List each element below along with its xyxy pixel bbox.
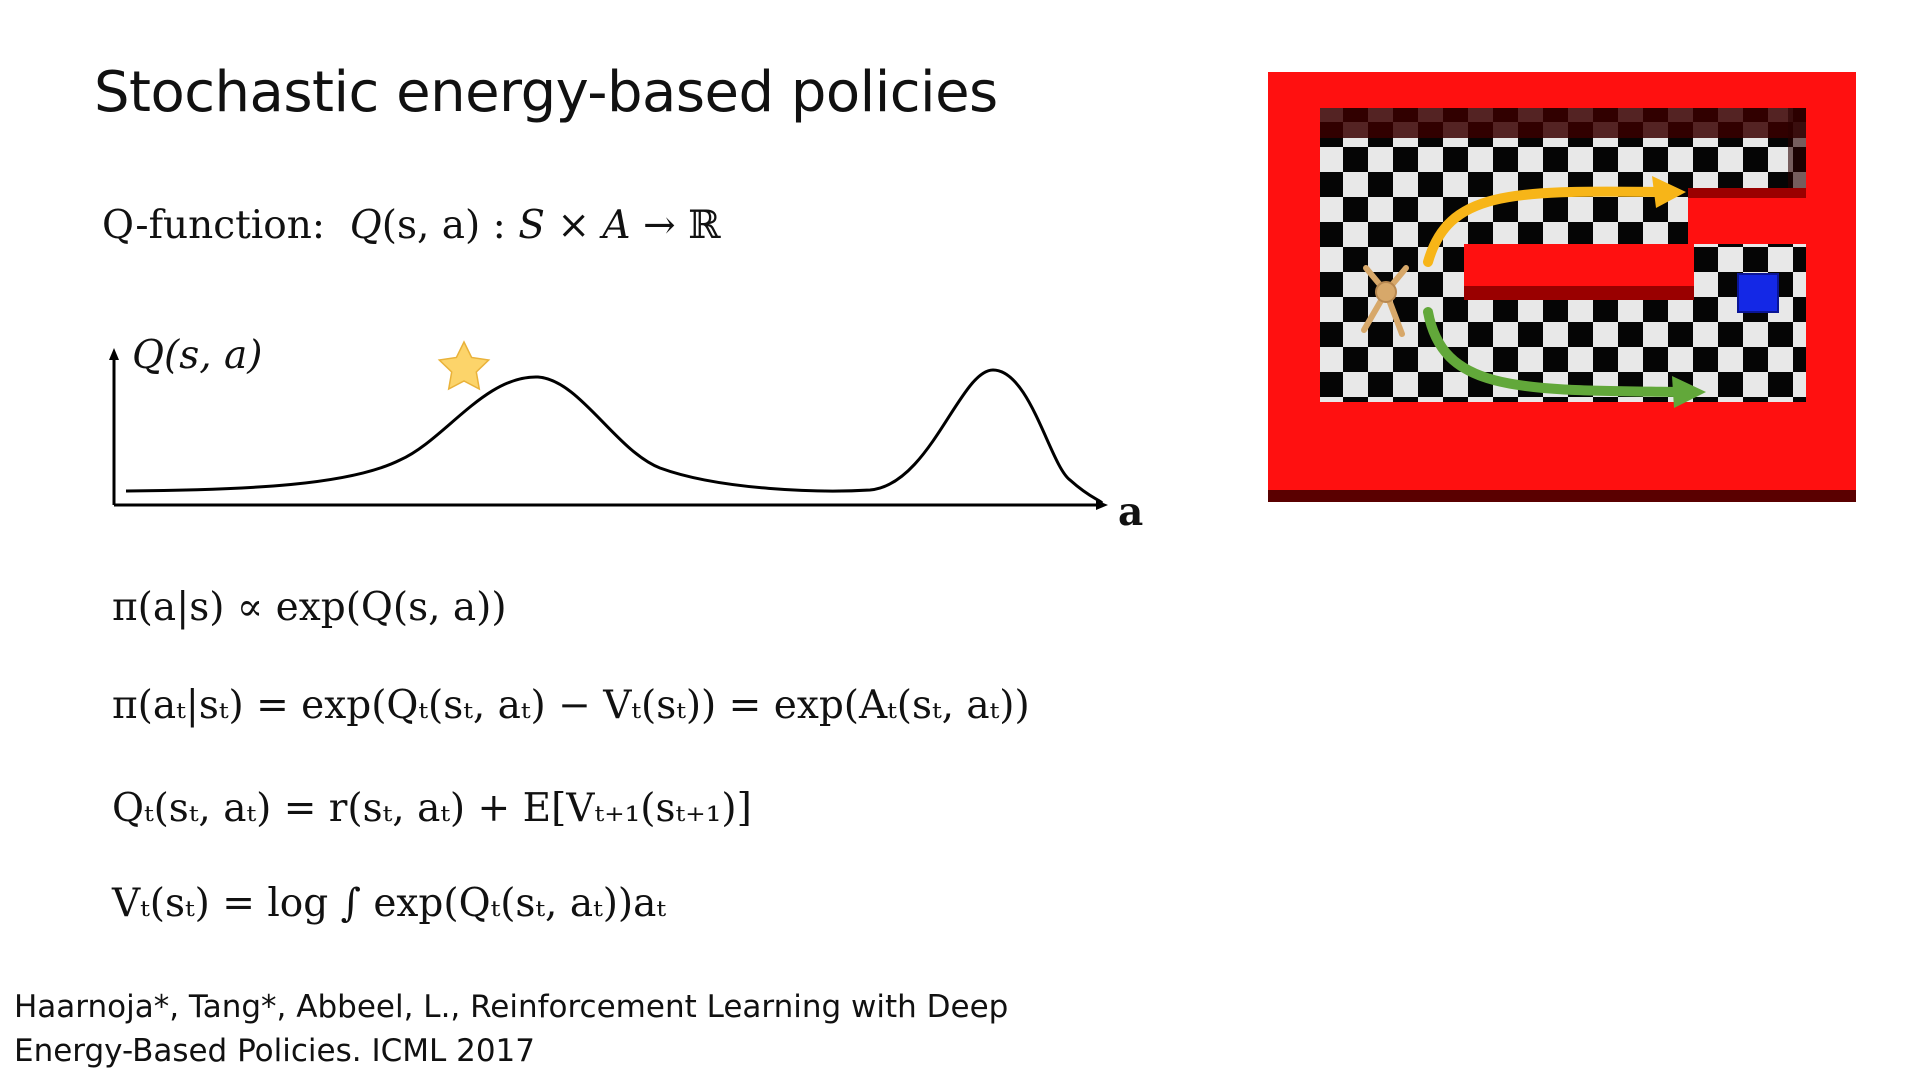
soft-bellman-q-equation: Qₜ(sₜ, aₜ) = r(sₜ, aₜ) + E[Vₜ₊₁(sₜ₊₁)] [112,786,752,831]
plot-y-label: Q(s, a) [132,333,263,378]
plot-x-label: a [1118,489,1144,535]
qfunction-definition: Q-function: Q(s, a) : S × A → ℝ [102,202,720,250]
maze-image [1268,72,1856,502]
ant-robot [1361,265,1409,337]
slide-title: Stochastic energy-based policies [94,60,998,125]
q-symbol: Q [349,203,382,248]
x-axis-arrowhead [1096,500,1108,510]
policy-advantage-equation: π(aₜ|sₜ) = exp(Qₜ(sₜ, aₜ) − Vₜ(sₜ)) = ex… [112,683,1030,728]
q-args: (s, a) [381,203,481,248]
star-icon [437,340,491,391]
citation: Haarnoja*, Tang*, Abbeel, L., Reinforcem… [14,985,1008,1073]
reals-symbol: ℝ [688,203,721,248]
times-symbol: × [544,203,603,248]
arrow-symbol: → [630,203,689,248]
citation-line-2: Energy-Based Policies. ICML 2017 [14,1033,536,1069]
soft-value-equation: Vₜ(sₜ) = log ∫ exp(Qₜ(sₜ, aₜ))aₜ [112,881,666,926]
citation-line-1: Haarnoja*, Tang*, Abbeel, L., Reinforcem… [14,989,1009,1025]
upper-path-arrowhead [1652,176,1686,208]
action-space-symbol: A [602,203,631,248]
maze-right-wall-upper [1688,196,1806,244]
lower-path-arrow [1423,307,1683,397]
policy-proportional-equation: π(a|s) ∝ exp(Q(s, a)) [112,585,507,630]
y-axis-arrowhead [109,348,119,360]
lower-path-arrowhead [1672,376,1706,408]
colon: : [480,203,519,248]
qfunction-label: Q-function: [102,203,325,248]
q-value-curve [125,368,1104,505]
upper-path-arrow [1423,186,1663,267]
goal-block [1737,273,1779,313]
maze-middle-wall [1464,244,1694,286]
q-function-plot [109,340,1108,510]
state-space-symbol: S [518,203,545,248]
